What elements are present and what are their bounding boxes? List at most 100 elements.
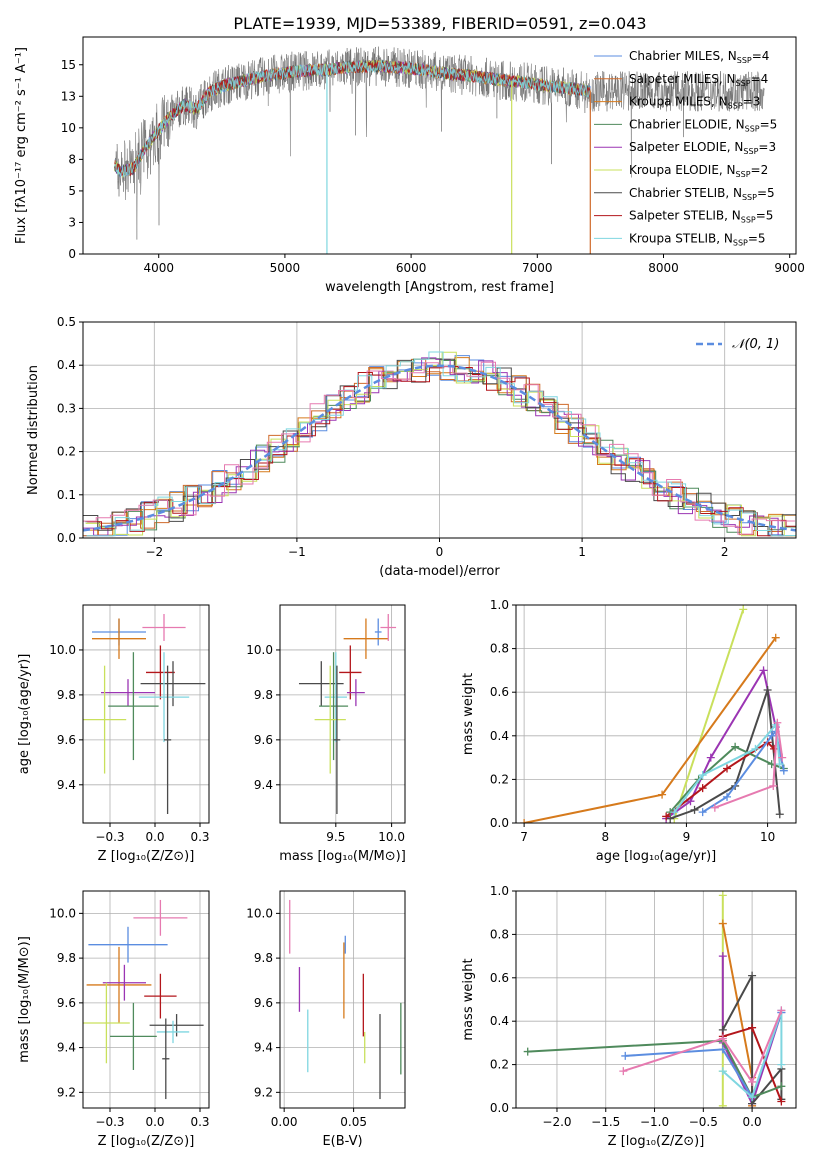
x-tick-label: −1.5	[591, 1115, 620, 1129]
x-tick-label: 0.0	[145, 1115, 164, 1129]
weight-marker	[739, 605, 748, 614]
plot-area	[516, 605, 796, 823]
legend-label: Kroupa STELIB, NSSP=5	[629, 231, 766, 247]
legend-label-tail: =5	[760, 117, 778, 131]
y-tick-label: 10.0	[246, 906, 273, 920]
weight-marker	[773, 718, 782, 727]
x-tick-label: 9000	[774, 261, 805, 275]
y-tick-label: 9.8	[254, 688, 273, 702]
y-axis-label: Flux [fλ10⁻¹⁷ erg cm⁻² s⁻¹ A⁻¹]	[14, 47, 29, 244]
y-axis-label: mass [log₁₀(M/M⊙)]	[17, 936, 32, 1063]
y-tick-label: 0.8	[490, 642, 509, 656]
panel-mass-vs-EBV: 0.00 0.05 9.2 9.4 9.6 9.8 10.0 E(B-V)	[246, 890, 406, 1149]
x-tick-label: 9	[683, 830, 691, 844]
x-tick-label: 0.0	[743, 1115, 762, 1129]
legend-label: Kroupa ELODIE, NSSP=2	[629, 163, 768, 179]
y-axis-label: mass weight	[461, 673, 476, 755]
legend-label-sub: SSP	[737, 56, 752, 65]
x-tick-label: 6000	[396, 261, 427, 275]
weight-marker	[748, 1023, 757, 1032]
x-axis-label: E(B-V)	[322, 1134, 362, 1149]
plot-area	[114, 46, 765, 254]
y-tick-label: 0.4	[490, 729, 509, 743]
y-tick-label: 10.0	[49, 906, 76, 920]
legend-label-sub: SSP	[736, 79, 751, 88]
weight-marker	[520, 819, 529, 823]
weight-marker	[718, 952, 727, 961]
legend-label-tail: =3	[758, 140, 776, 154]
weight-marker	[718, 1067, 727, 1076]
y-axis-label: age [log₁₀(age/yr)]	[17, 654, 32, 775]
y-tick-label: 5	[68, 184, 76, 198]
y-tick-label: 0.2	[490, 1058, 509, 1072]
plot-area	[280, 605, 405, 823]
x-tick-label: 0.05	[340, 1115, 367, 1129]
legend-label: Chabrier MILES, NSSP=4	[629, 49, 769, 65]
legend-label-tail: =4	[752, 49, 770, 63]
weight-marker	[769, 781, 778, 790]
x-tick-label: −1.0	[640, 1115, 669, 1129]
weight-marker	[723, 764, 732, 773]
legend-label-text: Chabrier ELODIE, N	[629, 117, 745, 131]
y-axis-label: Normed distribution	[26, 365, 41, 495]
weight-series	[622, 1010, 783, 1085]
panel-age-vs-Z: −0.3 0.0 0.3 9.4 9.6 9.8 10.0 Z [log₁₀(Z/Z⊙)] ag…	[17, 604, 210, 864]
histogram-series	[84, 357, 796, 536]
panel-residuals: 𝒩(0, 1) −2 −1 0 1 2 0.0 0.1 0.2 0.3 0.4 0.5 (data-mo…	[26, 315, 797, 579]
x-tick-label: 10.0	[378, 830, 405, 844]
axes-frame	[515, 890, 797, 1109]
weight-marker	[690, 805, 699, 814]
y-tick-label: 0.1	[57, 488, 76, 502]
y-tick-label: 10.0	[49, 643, 76, 657]
x-tick-label: −0.5	[689, 1115, 718, 1129]
y-tick-label: 0.4	[57, 358, 76, 372]
weight-marker	[710, 803, 719, 812]
x-axis-label: wavelength [Angstrom, rest frame]	[325, 280, 554, 295]
axes-frame	[515, 604, 797, 824]
y-tick-label: 1.0	[490, 598, 509, 612]
x-tick-label: 5000	[270, 261, 301, 275]
weight-marker	[718, 1045, 727, 1054]
x-axis-label: Z [log₁₀(Z/Z⊙)]	[98, 1134, 195, 1149]
y-tick-label: 0.2	[490, 772, 509, 786]
axes-frame	[279, 890, 406, 1109]
weight-marker	[767, 731, 776, 740]
x-tick-label: 7000	[522, 261, 553, 275]
weight-series	[721, 923, 754, 1106]
weight-marker	[771, 633, 780, 642]
y-tick-label: 9.4	[57, 778, 76, 792]
legend-label: Salpeter ELODIE, NSSP=3	[629, 140, 776, 156]
legend-label-text: Salpeter ELODIE, N	[629, 140, 743, 154]
legend-label: 𝒩(0, 1)	[732, 337, 779, 352]
weight-marker	[777, 1097, 786, 1106]
weight-marker	[621, 1051, 630, 1060]
x-tick-label: 0	[436, 545, 444, 559]
weight-marker	[748, 971, 757, 980]
plot-area	[280, 891, 405, 1108]
panel-weight-vs-Z: −2.0 −1.5 −1.0 −0.5 0.0 0.0 0.2 0.4 0.6 0.8 1.0 Z […	[461, 884, 797, 1149]
legend-label-tail: =4	[751, 72, 769, 86]
y-tick-label: 1.0	[490, 884, 509, 898]
histogram-series	[84, 355, 796, 537]
x-axis-label: age [log₁₀(age/yr)]	[596, 849, 717, 864]
x-axis-label: (data-model)/error	[379, 564, 500, 579]
histogram-series	[83, 361, 795, 535]
panel-age-vs-mass: 9.5 10.0 9.4 9.6 9.8 10.0 mass [log₁₀(M/M⊙)]	[246, 604, 406, 864]
y-tick-label: 9.8	[57, 688, 76, 702]
axes-frame	[82, 890, 210, 1109]
weight-marker	[670, 808, 679, 817]
weight-marker	[748, 1093, 757, 1102]
axes-frame	[82, 604, 210, 824]
y-tick-label: 0.2	[57, 445, 76, 459]
legend-label-sub: SSP	[736, 170, 751, 179]
weight-marker	[778, 753, 787, 762]
weight-marker	[759, 666, 768, 675]
x-tick-label: 0.3	[190, 1115, 209, 1129]
weight-marker	[662, 812, 671, 821]
y-tick-label: 0.3	[57, 401, 76, 415]
y-tick-label: 3	[68, 215, 76, 229]
x-tick-label: 0.0	[145, 830, 164, 844]
x-axis-label: Z [log₁₀(Z/Z⊙)]	[608, 1134, 705, 1149]
plot-area	[83, 322, 796, 538]
y-tick-label: 9.6	[254, 733, 273, 747]
